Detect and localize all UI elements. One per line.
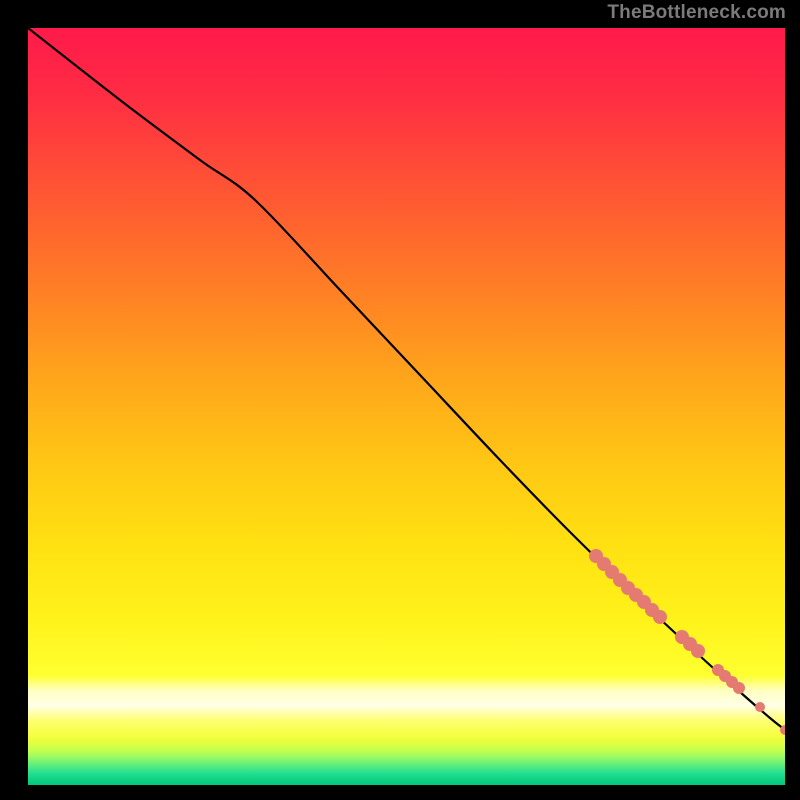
chart-stage: TheBottleneck.com	[0, 0, 800, 800]
data-marker	[755, 702, 765, 712]
data-marker	[691, 644, 705, 658]
data-marker	[653, 610, 667, 624]
plot-background-gradient	[28, 28, 785, 785]
data-marker	[733, 682, 745, 694]
watermark-text: TheBottleneck.com	[607, 2, 786, 24]
chart-svg	[0, 0, 800, 800]
